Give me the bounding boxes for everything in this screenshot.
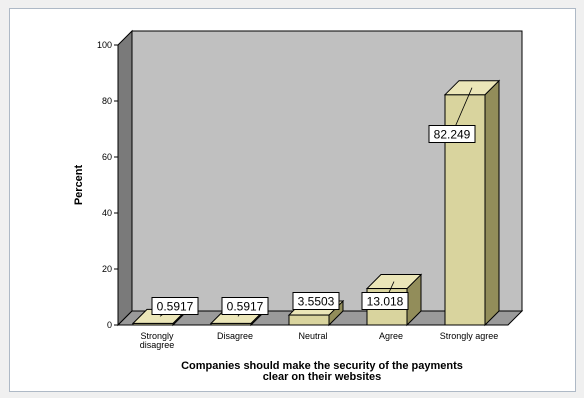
category-label: Agree — [379, 331, 403, 341]
data-label-box — [361, 292, 409, 310]
y-tick-label: 100 — [97, 40, 112, 50]
category-label: Strongly — [140, 331, 174, 341]
data-label-box — [221, 297, 269, 315]
data-label: 0.5917 — [221, 297, 269, 317]
bar-front — [288, 314, 330, 326]
data-label-text: 0.5917 — [157, 300, 194, 314]
y-axis-title: Percent — [73, 164, 85, 205]
data-label: 13.018 — [361, 281, 409, 310]
bar-side — [484, 79, 500, 327]
data-label-text: 82.249 — [434, 128, 471, 142]
data-label: 3.5503 — [292, 292, 340, 310]
y-tick-label: 40 — [102, 208, 112, 218]
y-tick-label: 60 — [102, 152, 112, 162]
data-label-text: 13.018 — [367, 295, 404, 309]
chart-frame: 0 20 40 60 80 100 0.5917 0.5917 3.5503 13.018 82.… — [9, 8, 576, 392]
category-label: Strongly agree — [440, 331, 499, 341]
data-label: 82.249 — [428, 87, 476, 143]
category-label: disagree — [140, 340, 175, 350]
data-label-box — [428, 125, 476, 143]
x-axis-title-line-2: clear on their websites — [263, 371, 382, 383]
x-axis-title-line-1: Companies should make the security of th… — [181, 360, 463, 372]
data-label-text: 0.5917 — [227, 300, 264, 314]
bar — [443, 79, 501, 327]
data-labels: 0.5917 0.5917 3.5503 13.018 82.249 — [151, 87, 476, 317]
side-wall — [117, 29, 133, 327]
category-label: Neutral — [298, 331, 327, 341]
y-axis: 0 20 40 60 80 100 — [97, 40, 118, 330]
data-label-text: 3.5503 — [298, 295, 335, 309]
y-tick-label: 20 — [102, 264, 112, 274]
data-label: 0.5917 — [151, 297, 199, 317]
bar-chart: 0 20 40 60 80 100 0.5917 0.5917 3.5503 13.018 82.… — [73, 29, 524, 383]
data-label-box — [151, 297, 199, 315]
y-tick-label: 80 — [102, 96, 112, 106]
y-tick-label: 0 — [107, 320, 112, 330]
data-label-box — [292, 292, 340, 310]
category-label: Disagree — [217, 331, 253, 341]
